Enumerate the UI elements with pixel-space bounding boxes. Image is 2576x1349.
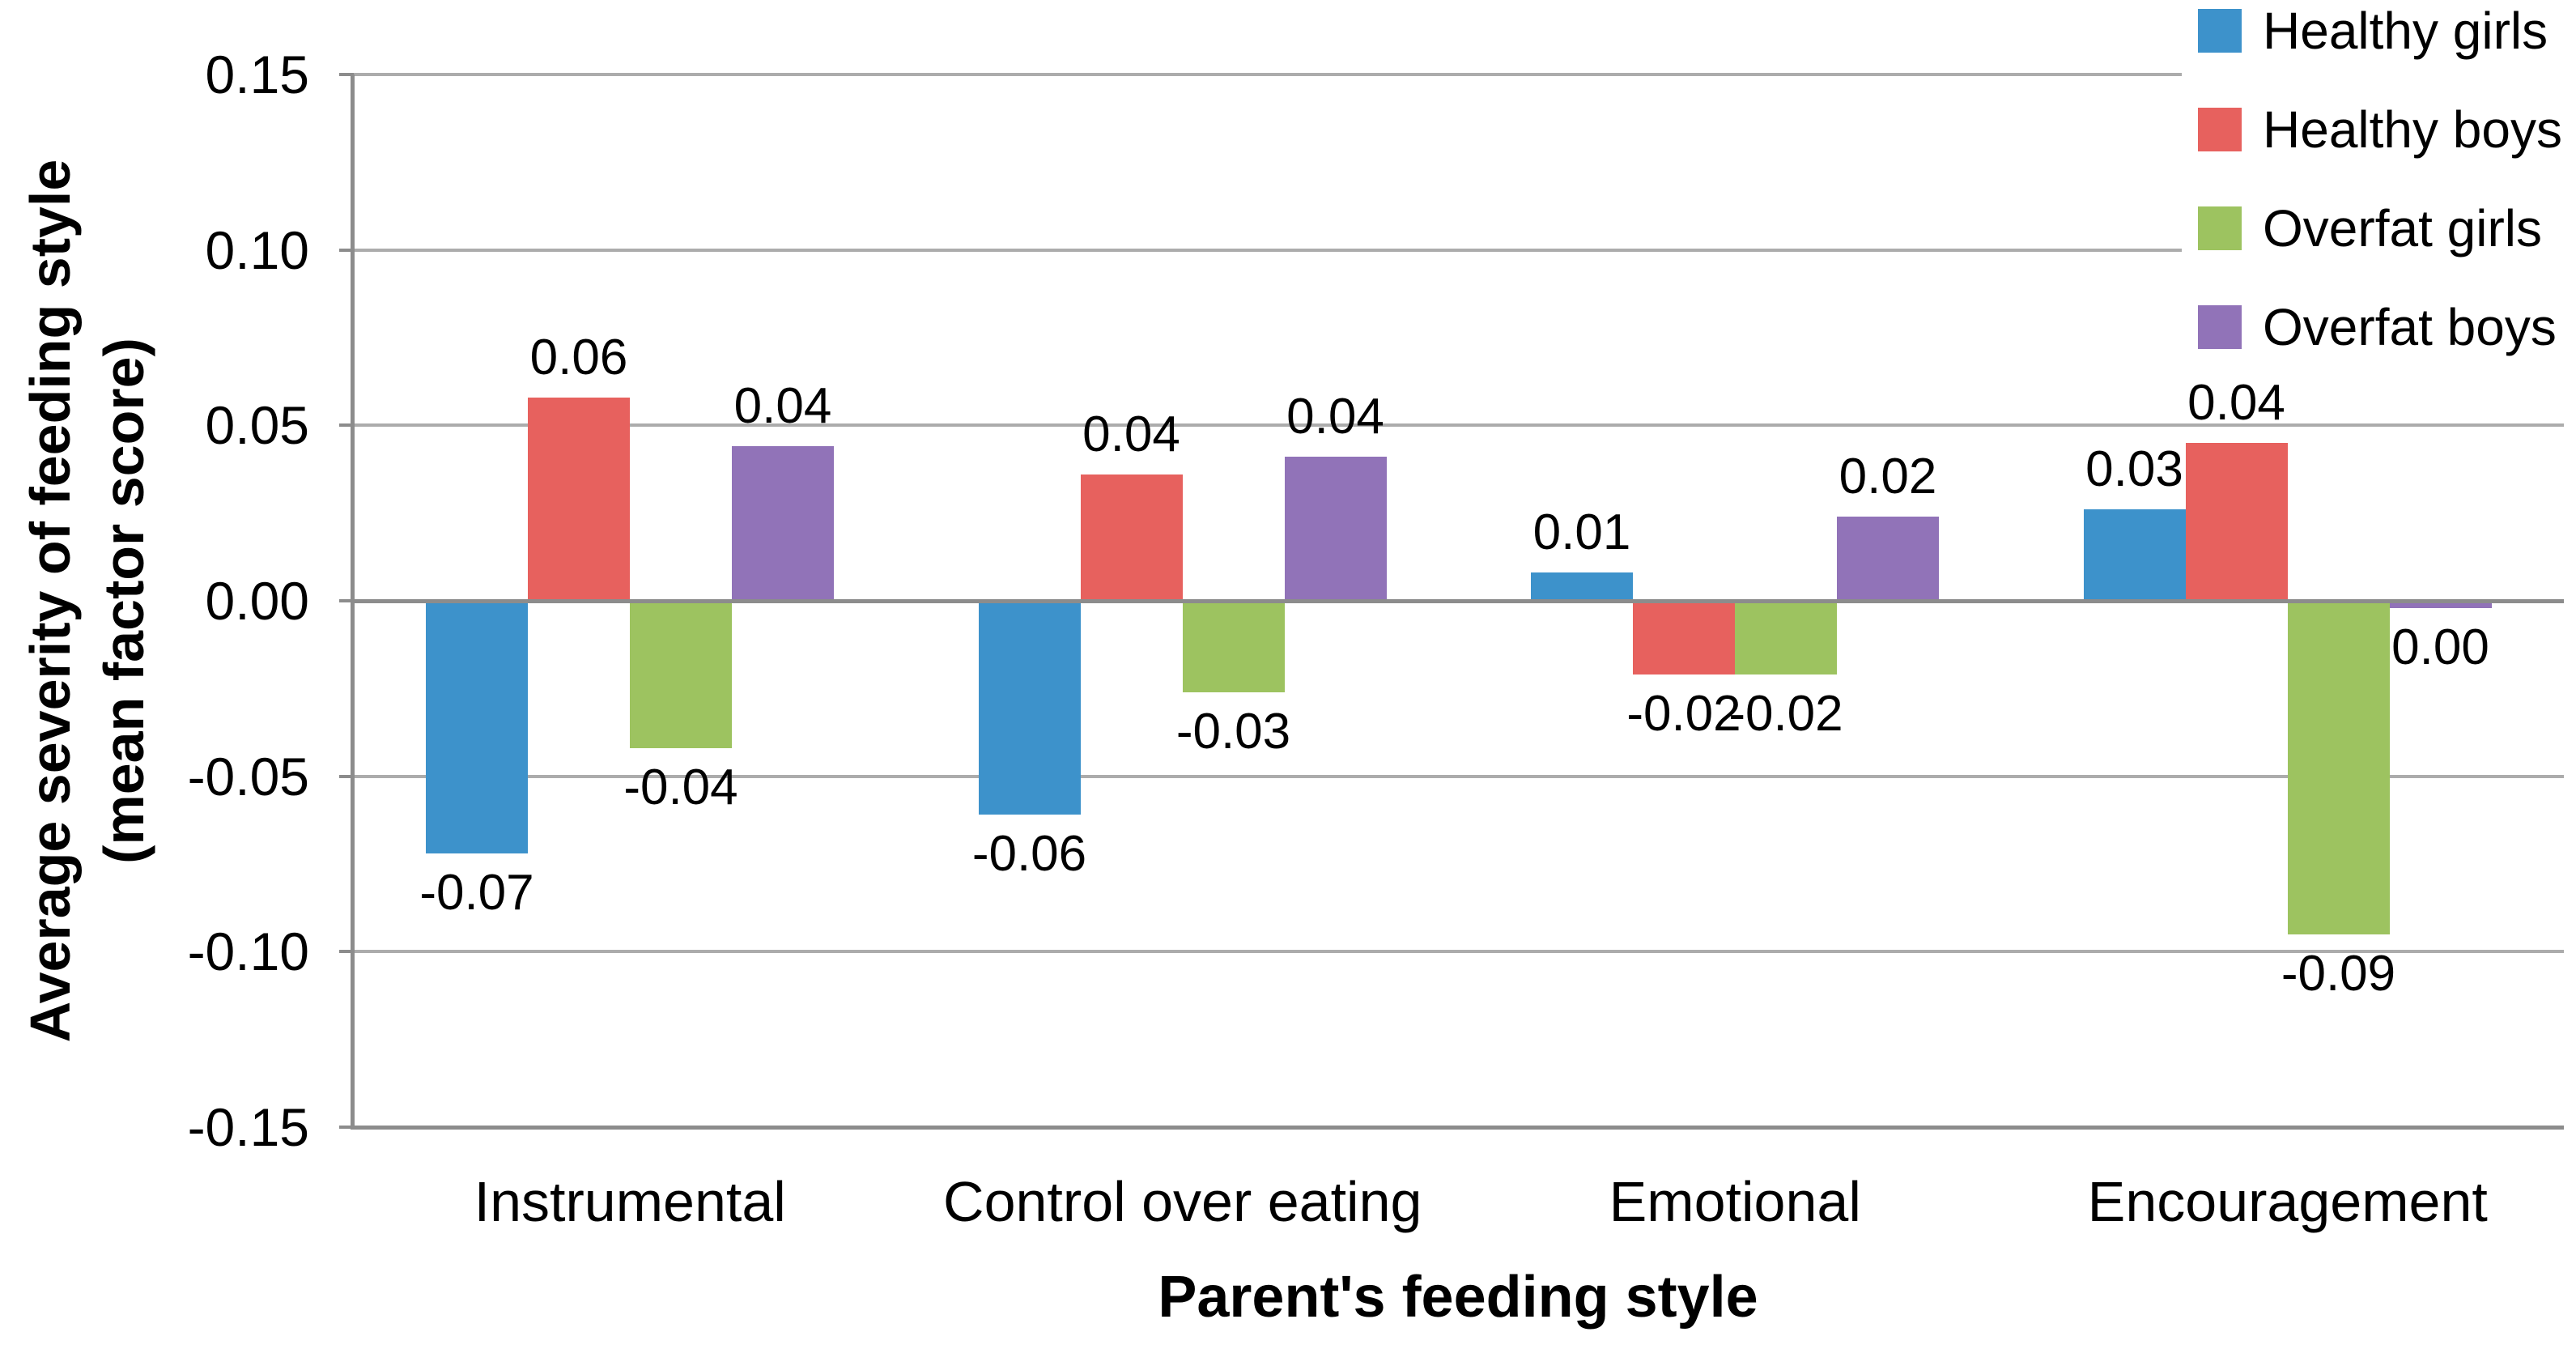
legend-item-overfat-girls: Overfat girls: [2182, 188, 2576, 269]
bar-healthy-boys: [528, 397, 630, 601]
data-label: 0.00: [2391, 619, 2489, 675]
legend-item-healthy-boys: Healthy boys: [2182, 89, 2576, 170]
y-axis-tick: [339, 73, 354, 76]
bar-overfat-boys: [732, 446, 834, 601]
data-label: 0.04: [2187, 375, 2285, 431]
bar-overfat-boys: [2389, 601, 2492, 608]
y-tick-label: -0.15: [187, 1097, 309, 1157]
gridline: [354, 1125, 2564, 1130]
data-label: 0.01: [1532, 504, 1631, 561]
gridline: [354, 774, 2564, 778]
gridline: [354, 950, 2564, 954]
y-tick-label: 0.05: [205, 395, 309, 456]
data-label: 0.04: [1286, 389, 1384, 445]
category-label-instrumental: Instrumental: [474, 1170, 786, 1233]
y-axis-tick: [339, 774, 354, 778]
bar-healthy-girls: [1531, 572, 1633, 601]
data-label: -0.02: [1728, 686, 1843, 742]
bar-healthy-girls: [978, 601, 1081, 815]
x-axis-title: Parent's feeding style: [1158, 1265, 1758, 1330]
legend-swatch-icon: [2198, 9, 2242, 53]
legend-label: Healthy boys: [2263, 100, 2562, 159]
y-axis-tick: [339, 423, 354, 428]
data-label: 0.02: [1838, 449, 1937, 504]
data-label: -0.03: [1175, 703, 1291, 760]
bar-overfat-girls: [1182, 601, 1285, 692]
zero-line: [354, 598, 2564, 603]
bar-overfat-girls: [630, 601, 732, 748]
y-axis-tick: [339, 950, 354, 954]
data-label: -0.06: [971, 826, 1087, 883]
bar-overfat-girls: [1735, 601, 1837, 674]
data-label: -0.02: [1626, 686, 1741, 742]
category-label-emotional: Emotional: [1609, 1170, 1861, 1233]
data-label: -0.07: [419, 865, 534, 921]
y-axis-tick: [339, 1126, 354, 1129]
y-axis-tick: [339, 599, 354, 602]
gridline: [354, 248, 2564, 252]
bar-healthy-boys: [2185, 443, 2288, 601]
y-axis-line: [351, 74, 355, 1130]
data-label: -0.09: [2281, 945, 2396, 1002]
legend-swatch-icon: [2198, 206, 2242, 250]
data-label: 0.04: [733, 378, 832, 435]
gridline: [354, 423, 2564, 428]
bar-healthy-girls: [426, 601, 528, 853]
legend-item-overfat-boys: Overfat boys: [2182, 287, 2576, 368]
legend-swatch-icon: [2198, 108, 2242, 151]
legend-label: Overfat boys: [2263, 298, 2557, 356]
category-label-encouragement: Encouragement: [2087, 1170, 2488, 1233]
legend-item-healthy-girls: Healthy girls: [2182, 0, 2576, 71]
bar-healthy-boys: [1633, 601, 1735, 674]
gridline: [354, 73, 2564, 76]
legend-label: Overfat girls: [2263, 199, 2542, 257]
category-label-control-over-eating: Control over eating: [943, 1170, 1422, 1233]
legend-swatch-icon: [2198, 305, 2242, 349]
data-label: 0.06: [529, 329, 628, 385]
bar-overfat-girls: [2287, 601, 2390, 934]
y-tick-label: 0.10: [205, 219, 309, 280]
data-label: 0.04: [1082, 406, 1180, 462]
data-label: -0.04: [623, 760, 738, 815]
legend: Healthy girls Healthy boys Overfat girls Ov…: [2182, 0, 2576, 363]
y-axis-tick: [339, 248, 354, 252]
y-tick-label: 0.00: [205, 571, 309, 631]
y-tick-label: 0.15: [205, 45, 309, 104]
legend-label: Healthy girls: [2263, 2, 2548, 60]
bar-healthy-boys: [1080, 474, 1183, 601]
bar-overfat-boys: [1837, 517, 1939, 601]
y-tick-label: -0.05: [187, 746, 309, 806]
y-tick-label: -0.10: [187, 921, 309, 982]
bar-overfat-boys: [1284, 457, 1387, 601]
data-label: 0.03: [2085, 441, 2183, 498]
bar-healthy-girls: [2083, 509, 2186, 601]
